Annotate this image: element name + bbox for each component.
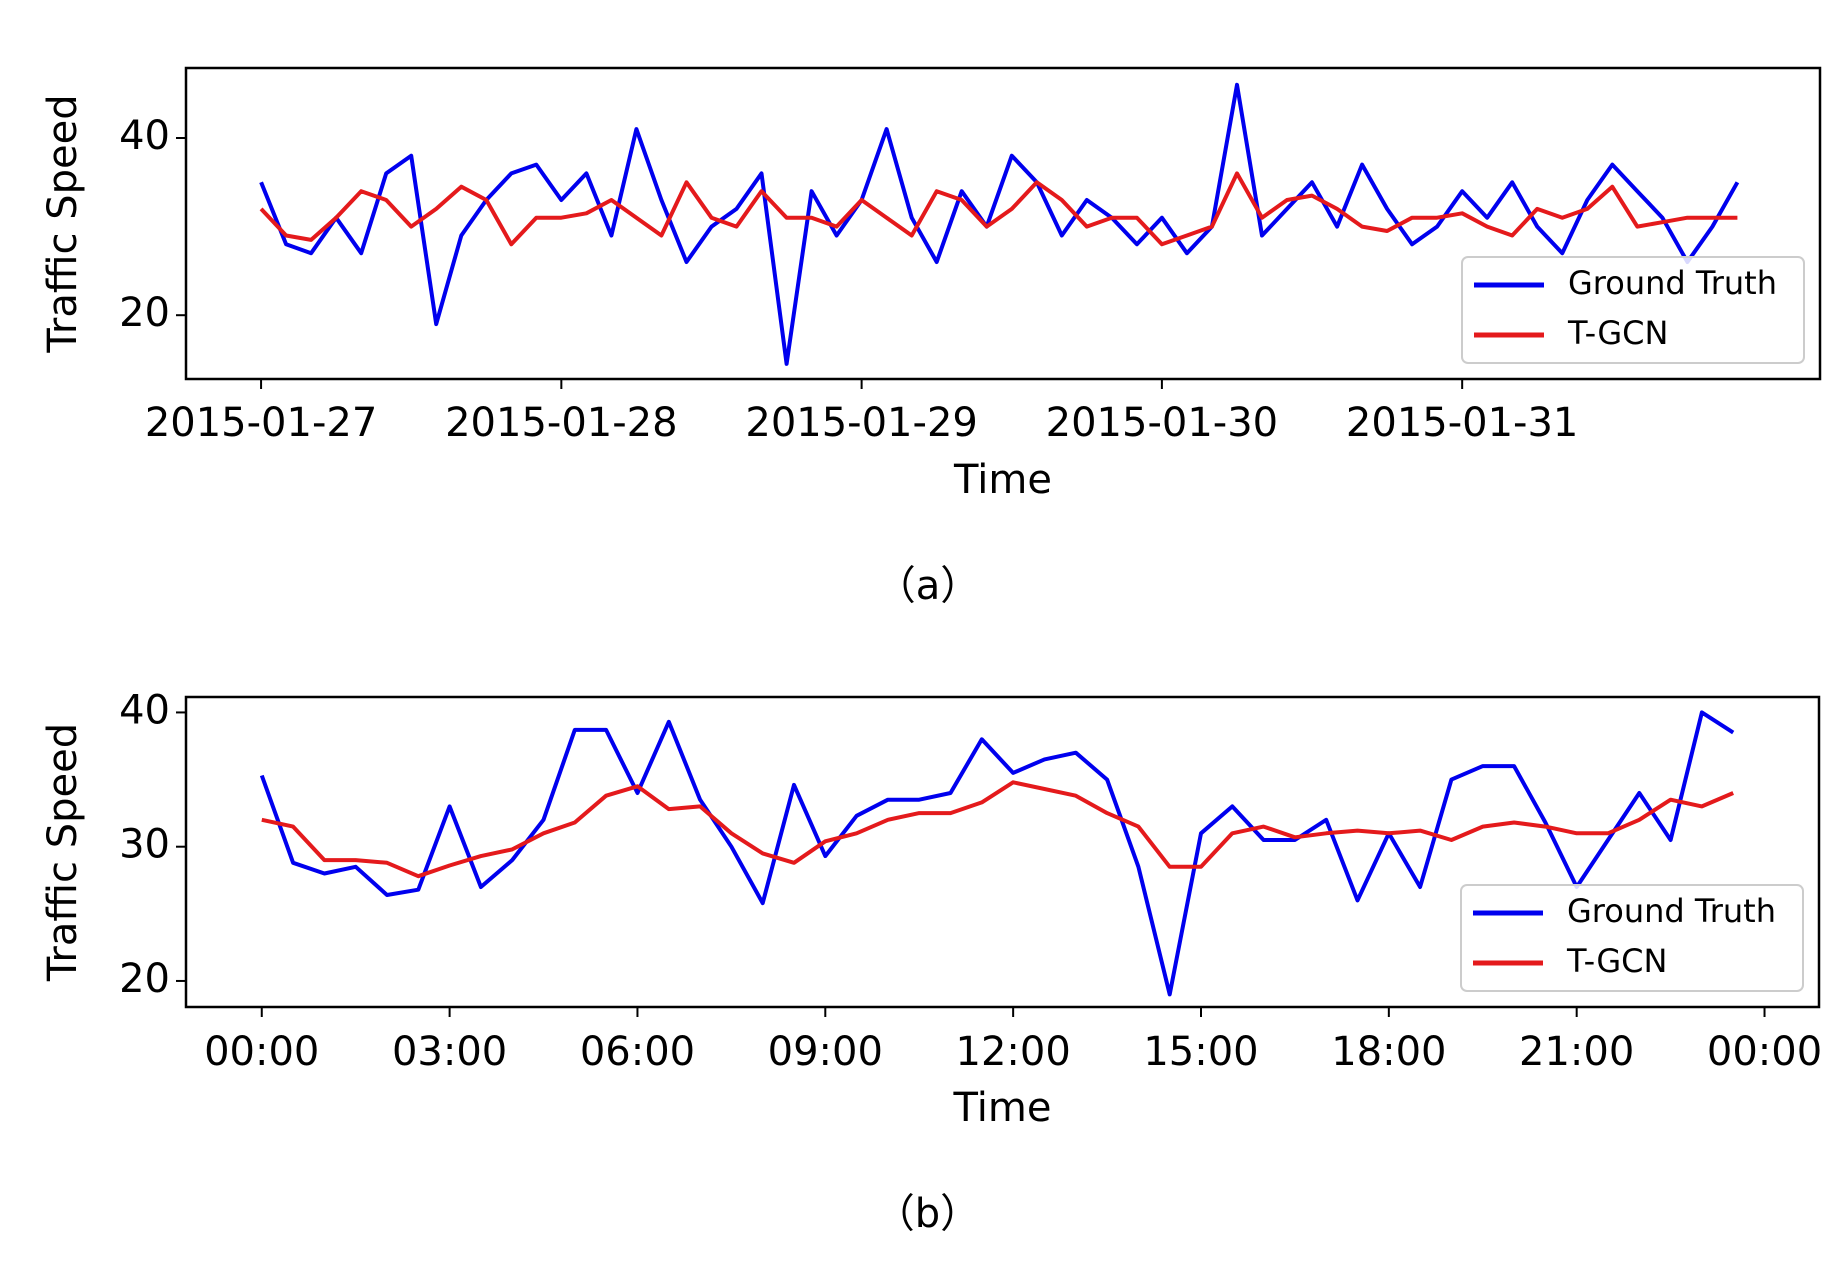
series-line [259,171,1738,247]
legend-box [1460,884,1804,992]
x-tick-label: 2015-01-31 [1346,400,1578,446]
x-tick-label: 03:00 [392,1029,507,1075]
x-tick-label: 2015-01-30 [1046,400,1278,446]
legend-box [1461,256,1805,364]
x-tick-label: 12:00 [956,1029,1071,1075]
x-axis-label: Time [953,457,1052,503]
x-tick-label: 2015-01-28 [445,400,677,446]
caption: （b） [875,1191,980,1237]
series-line [259,710,1735,997]
x-tick-label: 15:00 [1143,1029,1258,1075]
plot-frame [184,695,1821,1009]
x-tick-label: 06:00 [580,1029,695,1075]
y-tick-label: 40 [119,113,170,159]
y-axis-label: Traffic Speed [40,94,86,353]
x-tick-label: 2015-01-29 [745,400,977,446]
y-tick-label: 20 [119,956,170,1002]
x-tick-label: 2015-01-27 [145,400,377,446]
legend-label: T-GCN [1566,942,1667,980]
caption: （a） [876,563,981,609]
x-tick-label: 18:00 [1331,1029,1446,1075]
x-axis-label: Time [953,1085,1052,1131]
y-axis-label: Traffic Speed [40,723,86,982]
plot-frame [184,66,1822,381]
x-tick-label: 00:00 [204,1029,319,1075]
y-tick-label: 20 [119,290,170,336]
x-tick-label: 21:00 [1519,1029,1634,1075]
series-line [261,780,1734,879]
legend-label: T-GCN [1567,314,1668,352]
x-tick-label: 00:00 [1707,1029,1822,1075]
y-tick-label: 30 [119,822,170,868]
legend-label: Ground Truth [1568,264,1777,302]
y-tick-label: 40 [119,687,170,733]
series-line [259,82,1740,366]
x-tick-label: 09:00 [768,1029,883,1075]
legend-label: Ground Truth [1567,892,1776,930]
